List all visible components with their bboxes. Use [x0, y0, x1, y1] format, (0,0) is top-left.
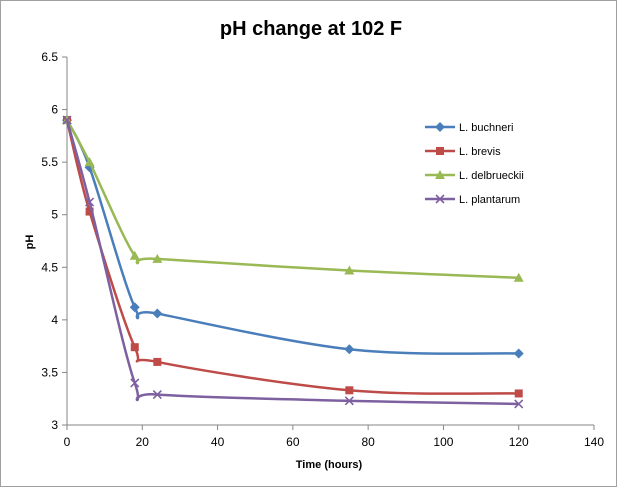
x-tick-label: 60: [286, 435, 300, 449]
data-point: [84, 157, 95, 167]
data-point: [513, 272, 524, 282]
data-point: [344, 344, 355, 355]
data-point: [514, 399, 524, 409]
legend-marker: [435, 170, 445, 179]
legend-marker: [435, 122, 445, 132]
y-tick-label: 6: [51, 103, 58, 117]
series-3: [62, 115, 524, 409]
data-point: [129, 302, 140, 313]
x-tick-label: 140: [584, 435, 604, 449]
data-point: [345, 386, 354, 395]
y-tick-label: 5: [51, 208, 58, 222]
data-point: [153, 357, 162, 366]
y-tick-label: 4.5: [41, 260, 58, 274]
legend-entry: L. plantarum: [425, 194, 520, 206]
legend: L. buchneri L. brevis L. delbrueckii L. pla…: [425, 122, 524, 206]
y-tick-label: 6.5: [41, 50, 58, 64]
x-tick-label: 120: [509, 435, 529, 449]
y-tick-label: 3.5: [41, 365, 58, 379]
data-point: [514, 389, 523, 398]
legend-label: L. brevis: [459, 146, 501, 158]
data-point: [152, 389, 162, 400]
series-line: [65, 119, 519, 355]
legend-label: L. buchneri: [459, 122, 513, 134]
y-axis-title: pH: [24, 235, 36, 250]
data-point: [152, 253, 163, 263]
legend-entry: L. buchneri: [425, 122, 513, 134]
data-point: [62, 115, 72, 125]
y-tick-label: 5.5: [41, 155, 58, 169]
y-tick-label: 4: [51, 313, 58, 327]
legend-label: L. delbrueckii: [459, 170, 524, 182]
legend-marker: [435, 194, 445, 204]
x-tick-label: 20: [136, 435, 150, 449]
series-layer: [62, 115, 524, 409]
legend-entry: L. brevis: [425, 146, 501, 158]
x-axis-title: Time (hours): [296, 459, 363, 471]
legend-entry: L. delbrueckii: [425, 170, 524, 182]
axes: 3 3.5 4 4.5 5 5.5 6 6.5 0 20 40 60 80 100 120 140: [41, 50, 604, 449]
data-point: [344, 396, 354, 406]
data-point: [513, 348, 524, 359]
data-point: [85, 197, 95, 207]
x-tick-label: 80: [361, 435, 375, 449]
x-tick-label: 0: [64, 435, 71, 449]
series-line: [65, 119, 519, 406]
legend-label: L. plantarum: [459, 194, 520, 206]
y-tick-label: 3: [51, 418, 58, 432]
legend-marker: [436, 147, 444, 155]
data-point: [130, 378, 140, 388]
data-point: [129, 250, 140, 260]
data-point: [85, 207, 94, 216]
data-point: [130, 343, 139, 352]
chart-title: pH change at 102 F: [220, 18, 402, 40]
data-point: [152, 308, 163, 319]
x-tick-label: 40: [211, 435, 225, 449]
x-tick-label: 100: [433, 435, 453, 449]
data-point: [344, 265, 355, 275]
